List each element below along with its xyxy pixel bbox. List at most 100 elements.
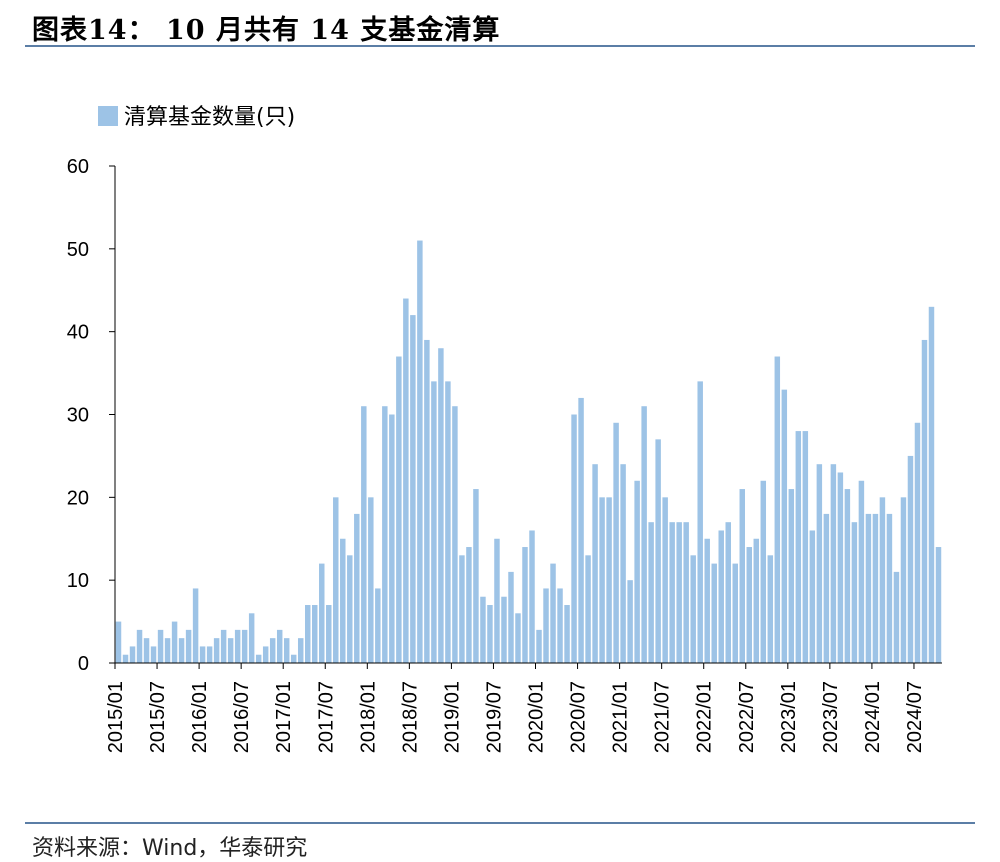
x-tick-label: 2023/07	[820, 681, 842, 753]
bar: 2024/06: 25	[907, 455, 914, 663]
bar: 2018/11: 38	[438, 348, 444, 663]
bar: 2021/01: 24	[620, 464, 626, 663]
bar: 2019/08: 8	[501, 596, 507, 663]
bar: 2020/04: 9	[557, 588, 563, 663]
title-rule	[25, 45, 975, 47]
y-tick-label: 40	[67, 322, 89, 344]
bar: 2024/09: 43	[928, 306, 935, 663]
bar: 2017/12: 31	[361, 406, 367, 663]
bar: 2018/04: 30	[389, 414, 395, 663]
y-axis: 0 10 20 30 40 50 60	[67, 156, 116, 675]
bar: 2017/08: 20	[333, 497, 339, 663]
bar: 2022/11: 37	[774, 356, 781, 663]
chart-title: 图表14： 10 月共有 14 支基金清算	[32, 15, 501, 46]
y-tick-label: 60	[67, 156, 89, 178]
bar: 2015/03: 2	[129, 646, 136, 663]
bar: 2020/01: 4	[536, 629, 542, 663]
y-tick-label: 20	[67, 487, 89, 509]
bar: 2023/05: 24	[816, 464, 823, 663]
x-tick-label: 2024/07	[904, 681, 926, 753]
bar: 2024/05: 20	[900, 497, 907, 663]
bar: 2016/10: 2	[262, 646, 269, 663]
bar: 2016/09: 1	[255, 654, 262, 663]
bar: 2023/09: 21	[844, 489, 851, 663]
bar: 2021/10: 17	[683, 522, 689, 663]
bar: 2024/03: 18	[886, 513, 893, 663]
bar: 2022/03: 16	[718, 530, 724, 663]
x-tick-label: 2015/01	[105, 681, 127, 753]
bar: 2022/01: 15	[704, 538, 710, 663]
bar: 2019/06: 7	[487, 605, 493, 663]
bar: 2016/04: 4	[220, 629, 227, 663]
bar: 2016/12: 4	[276, 629, 283, 663]
bar: 2016/03: 3	[213, 638, 220, 663]
bar: 2016/02: 2	[206, 646, 213, 663]
bar: 2019/07: 15	[494, 538, 500, 663]
bar: 2022/10: 13	[767, 555, 774, 663]
bar: 2015/10: 3	[178, 638, 185, 663]
x-tick-label: 2021/07	[652, 681, 674, 753]
bar: 2017/06: 12	[319, 563, 325, 663]
legend-label: 清算基金数量(只)	[124, 105, 295, 130]
bar: 2021/12: 34	[697, 381, 703, 663]
bar: 2017/07: 7	[326, 605, 332, 663]
bar: 2021/04: 31	[641, 406, 647, 663]
x-tick-label: 2019/01	[441, 681, 463, 753]
bar: 2024/04: 11	[893, 571, 900, 663]
bar: 2024/10: 14	[935, 547, 942, 663]
bar: 2019/02: 13	[459, 555, 465, 663]
bar: 2019/03: 14	[466, 547, 472, 663]
bar: 2016/06: 4	[234, 629, 241, 663]
x-tick-label: 2022/01	[694, 681, 716, 753]
bar: 2016/05: 3	[227, 638, 234, 663]
x-tick-label: 2017/07	[315, 681, 337, 753]
bar: 2018/02: 9	[375, 588, 381, 663]
bar: 2020/05: 7	[564, 605, 570, 663]
bar: 2021/05: 17	[648, 522, 654, 663]
bar: 2021/06: 27	[655, 439, 661, 663]
bar: 2018/09: 39	[424, 339, 430, 663]
y-tick-label: 30	[67, 405, 89, 427]
source-note: 资料来源：Wind，华泰研究	[32, 836, 308, 861]
bar: 2019/12: 16	[529, 530, 535, 663]
bar: 2016/11: 3	[269, 638, 276, 663]
bar: 2020/06: 30	[571, 414, 577, 663]
bar: 2017/10: 13	[347, 555, 353, 663]
bar: 2023/01: 21	[788, 489, 795, 663]
x-tick-label: 2023/01	[778, 681, 800, 753]
bar: 2022/12: 33	[781, 389, 788, 663]
legend-swatch	[98, 106, 118, 126]
bar: 2021/02: 10	[627, 580, 633, 663]
bar: 2022/07: 14	[746, 547, 752, 663]
bar: 2020/12: 29	[613, 422, 619, 663]
bar: 2015/12: 9	[192, 588, 199, 663]
bar: 2018/03: 31	[382, 406, 388, 663]
bar: 2017/09: 15	[340, 538, 346, 663]
legend: 清算基金数量(只)	[98, 105, 295, 130]
bar: 2023/08: 23	[837, 472, 844, 663]
y-tick-label: 0	[78, 653, 89, 675]
bar: 2022/09: 22	[760, 480, 767, 663]
bar: 2020/11: 20	[606, 497, 612, 663]
bar: 2020/07: 32	[578, 397, 584, 663]
bar: 2022/08: 15	[753, 538, 760, 663]
footer-rule	[25, 822, 975, 824]
bar: 2016/01: 2	[199, 646, 206, 663]
bar: 2022/06: 21	[739, 489, 745, 663]
y-tick-label: 10	[67, 570, 89, 592]
x-tick-label: 2018/01	[357, 681, 379, 753]
bar: 2019/01: 31	[452, 406, 458, 663]
bar: 2023/06: 18	[823, 513, 830, 663]
bar: 2018/01: 20	[368, 497, 374, 663]
bar: 2023/11: 22	[858, 480, 865, 663]
bar: 2015/01: 5	[115, 621, 122, 663]
bar: 2021/09: 17	[676, 522, 682, 663]
bar: 2021/08: 17	[669, 522, 675, 663]
bar: 2018/08: 51	[417, 240, 423, 664]
bar: 2024/07: 29	[914, 422, 921, 663]
bar: 2015/06: 2	[150, 646, 157, 663]
x-tick-label: 2022/07	[736, 681, 758, 753]
x-tick-label: 2020/07	[568, 681, 590, 753]
bar: 2021/03: 22	[634, 480, 640, 663]
